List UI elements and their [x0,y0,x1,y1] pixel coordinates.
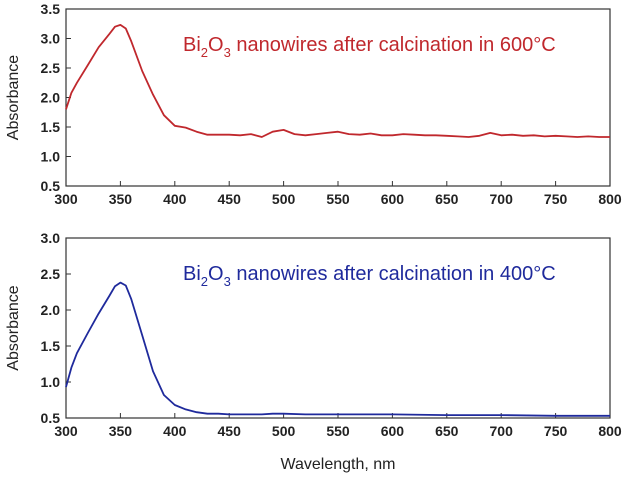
bottom-x-tick-label: 750 [544,423,568,439]
top-absorbance-panel: Bi2O3 nanowires after calcination in 600… [5,1,622,207]
top-x-tick-label: 600 [381,191,405,207]
bottom-y-tick-label: 1.0 [41,374,61,390]
bottom-annotation-post: nanowires after calcination in 400°C [231,263,556,285]
top-annotation-sub2: 3 [224,45,231,60]
bottom-annotation-pre: Bi [183,263,201,285]
bottom-x-tick-label: 800 [598,423,622,439]
top-x-tick-label: 750 [544,191,568,207]
bottom-x-tick-label: 700 [490,423,514,439]
top-y-tick-label: 0.5 [41,178,61,194]
top-annotation-post: nanowires after calcination in 600°C [231,34,556,56]
top-y-tick-label: 2.5 [41,60,61,76]
top-x-tick-label: 500 [272,191,296,207]
top-annotation-mid: O [208,34,224,56]
top-x-tick-label: 550 [326,191,350,207]
top-x-tick-label: 400 [163,191,187,207]
top-y-tick-label: 3.5 [41,1,61,17]
bottom-x-tick-label: 550 [326,423,350,439]
bottom-annotation-sub1: 2 [201,274,208,289]
top-y-tick-label: 1.5 [41,119,61,135]
bottom-y-axis-label: Absorbance [5,285,22,370]
bottom-y-tick-label: 2.0 [41,302,61,318]
bottom-y-tick-label: 0.5 [41,410,61,426]
top-x-tick-label: 350 [109,191,133,207]
bottom-y-tick-label: 1.5 [41,338,61,354]
top-y-tick-label: 2.0 [41,90,61,106]
bottom-spectrum-line [65,281,610,417]
bottom-annotation-mid: O [208,263,224,285]
bottom-x-tick-label: 400 [163,423,187,439]
bottom-y-tick-label: 3.0 [41,230,61,246]
top-annotation-pre: Bi [183,34,201,56]
top-y-tick-label: 3.0 [41,31,61,47]
bottom-x-tick-label: 350 [109,423,133,439]
top-x-tick-label: 700 [490,191,514,207]
top-y-tick-label: 1.0 [41,149,61,165]
top-x-tick-label: 650 [435,191,459,207]
top-annotation-sub1: 2 [201,45,208,60]
bottom-y-tick-label: 2.5 [41,266,61,282]
bottom-x-tick-label: 300 [54,423,78,439]
bottom-x-tick-label: 500 [272,423,296,439]
bottom-x-tick-label: 600 [381,423,405,439]
bottom-annotation-sub2: 3 [224,274,231,289]
bottom-x-tick-label: 650 [435,423,459,439]
bottom-annotation: Bi2O3 nanowires after calcination in 400… [183,263,556,289]
top-y-axis-label: Absorbance [5,55,22,140]
top-x-tick-label: 300 [54,191,78,207]
top-x-tick-label: 800 [598,191,622,207]
bottom-absorbance-panel: Bi2O3 nanowires after calcination in 400… [5,230,622,473]
top-annotation: Bi2O3 nanowires after calcination in 600… [183,34,556,60]
bottom-x-tick-label: 450 [218,423,242,439]
top-x-tick-label: 450 [218,191,242,207]
top-spectrum-line [65,23,610,138]
bottom-x-axis-label: Wavelength, nm [280,456,395,473]
